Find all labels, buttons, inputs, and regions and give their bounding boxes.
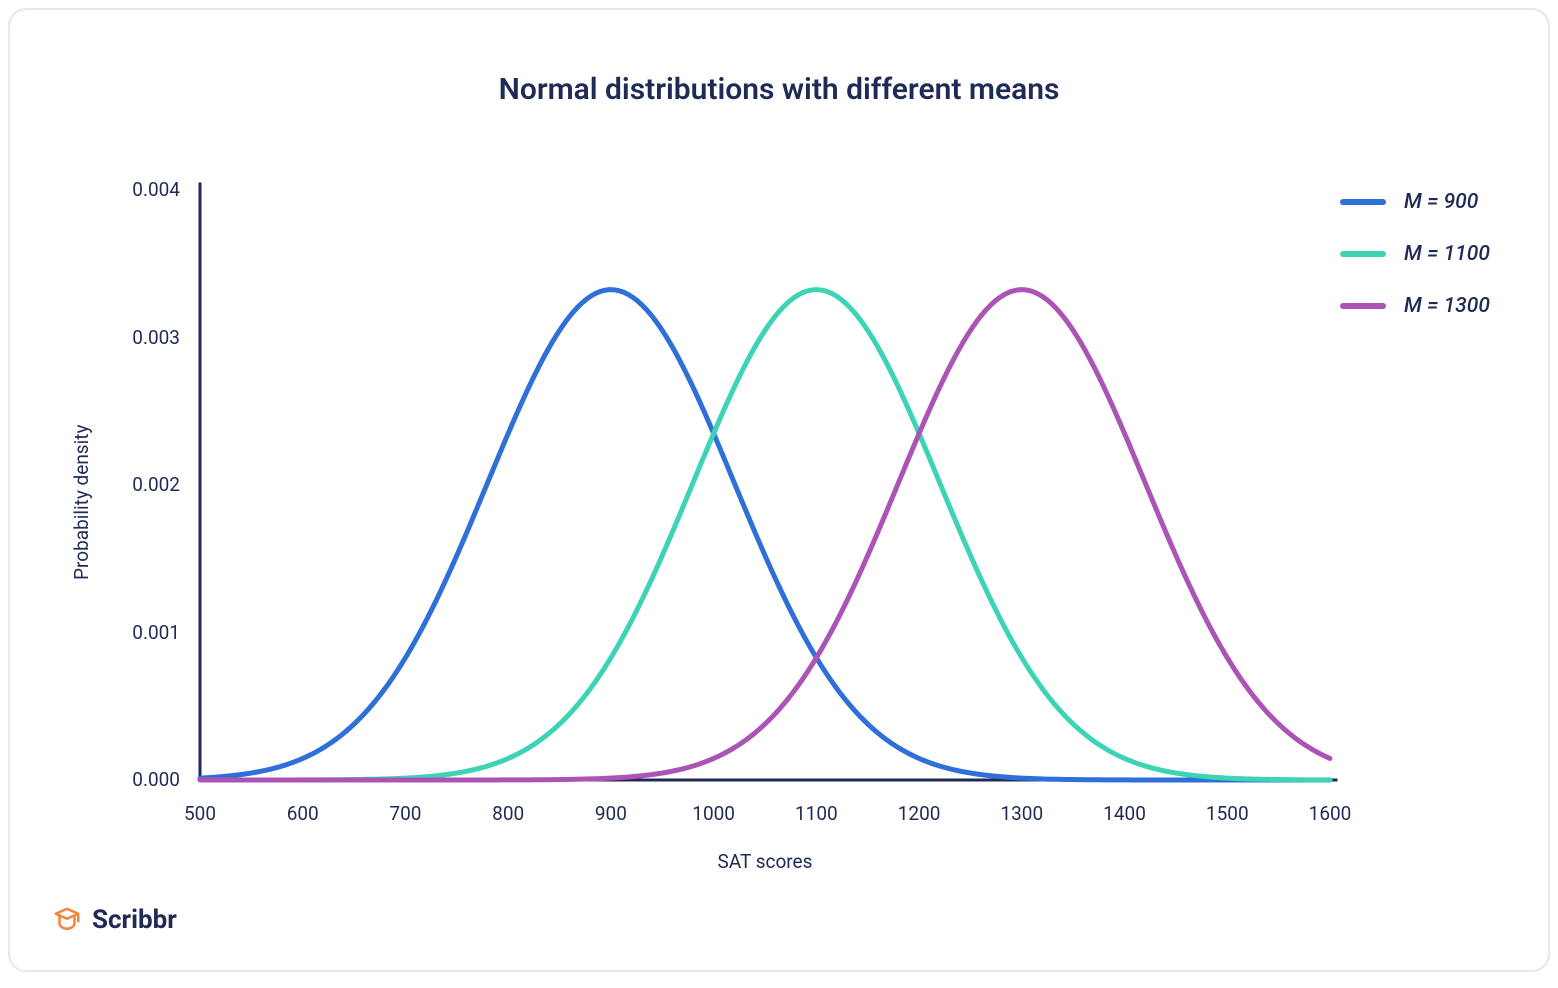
y-tick-label: 0.002 — [132, 473, 180, 496]
x-tick-label: 900 — [581, 802, 641, 825]
y-tick-label: 0.000 — [132, 768, 180, 791]
x-tick-label: 1500 — [1197, 802, 1257, 825]
x-tick-label: 600 — [273, 802, 333, 825]
x-tick-label: 1200 — [889, 802, 949, 825]
x-tick-label: 1100 — [786, 802, 846, 825]
x-tick-label: 700 — [375, 802, 435, 825]
y-tick-label: 0.003 — [132, 326, 180, 349]
logo-text: Scribbr — [92, 905, 177, 935]
x-tick-label: 1000 — [684, 802, 744, 825]
x-tick-label: 1300 — [992, 802, 1052, 825]
x-axis-label: SAT scores — [200, 850, 1330, 873]
logo-icon — [52, 905, 82, 935]
x-tick-label: 500 — [170, 802, 230, 825]
brand-logo: Scribbr — [52, 905, 177, 935]
x-tick-label: 800 — [478, 802, 538, 825]
series-m900 — [200, 290, 1330, 780]
y-axis-label: Probability density — [70, 425, 93, 580]
y-tick-label: 0.001 — [132, 621, 180, 644]
x-tick-label: 1600 — [1300, 802, 1360, 825]
chart-card: Normal distributions with different mean… — [8, 8, 1550, 972]
x-tick-label: 1400 — [1095, 802, 1155, 825]
plot-svg — [10, 10, 1552, 974]
y-tick-label: 0.004 — [132, 178, 180, 201]
